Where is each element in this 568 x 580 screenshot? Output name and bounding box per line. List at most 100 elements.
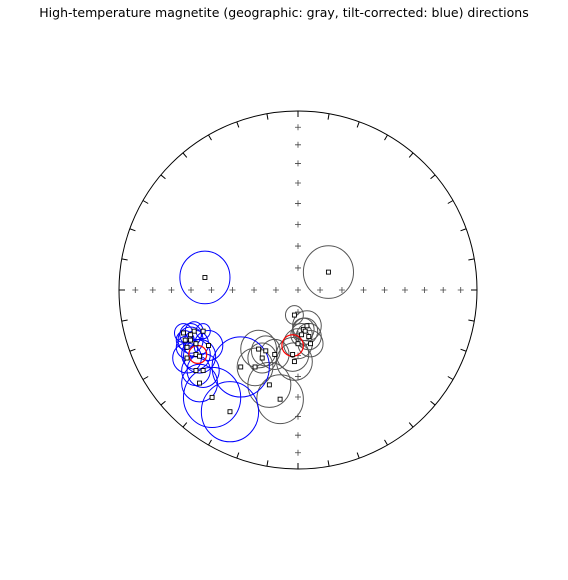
axis-cross [421,287,428,293]
perimeter-tick [182,152,188,158]
perimeter-tick [430,174,436,180]
tilt-corrected-a95-ellipse [182,366,242,428]
perimeter-tick [208,134,212,141]
geographic-direction-point [291,359,297,365]
axis-cross [272,287,279,293]
tilt-corrected-direction-point [182,337,188,343]
geographic-direction-point [291,312,297,318]
tilt-corrected-direction-point [184,355,190,361]
geographic-direction-point [290,351,296,357]
axis-cross [295,393,301,400]
geographic-a95-circle [259,338,290,370]
tilt-corrected-direction-point [238,364,244,370]
axis-cross [149,287,156,293]
tilt-corrected-direction-point [202,275,208,280]
geographic-direction-point [306,334,312,339]
geographic-a95-circle [292,310,322,342]
tilt-corrected-direction-point [200,328,206,334]
tilt-corrected-direction-point [191,328,197,334]
tilt-corrected-direction-point [197,353,203,359]
geographic-a95-circle [302,245,354,299]
axis-cross [208,287,215,293]
perimeter-tick [142,376,149,380]
perimeter-tick [408,152,414,158]
perimeter-tick [121,319,128,322]
tilt-corrected-direction-point [188,332,194,338]
axis-cross [295,373,301,380]
geographic-direction-point [277,396,283,402]
tilt-corrected-direction-point [193,368,199,373]
perimeter-tick [327,113,330,120]
tilt-corrected-direction-point [188,337,194,343]
perimeter-tick [142,200,149,204]
geographic-a95-circle [256,374,304,425]
axis-cross [295,432,301,439]
tilt-corrected-direction-point [227,409,233,415]
axis-cross [188,287,195,293]
axis-cross [317,287,324,293]
perimeter-tick [160,400,166,406]
tilt-corrected-direction-point [184,344,190,350]
geographic-direction-point [263,348,269,354]
axis-cross [295,287,301,293]
chart-title: High-temperature magnetite (geographic: … [39,5,529,20]
axis-cross [295,180,301,187]
perimeter-tick [468,258,475,261]
tilt-corrected-direction-point [197,380,203,386]
axis-cross [295,160,301,167]
geographic-direction-point [272,351,278,357]
axis-cross [229,287,236,293]
perimeter-tick [236,121,240,128]
tilt-corrected-a95-ellipse [179,250,231,305]
geographic-direction-point [308,341,313,347]
perimeter-tick [266,460,269,467]
geographic-direction-point [325,269,331,275]
perimeter-tick [266,113,269,120]
axis-cross [295,264,301,271]
tilt-corrected-direction-point [180,330,186,336]
perimeter-tick [129,228,136,232]
tilt-corrected-direction-point [206,343,211,348]
tilt-corrected-a95-ellipse [200,381,260,443]
perimeter-tick [447,376,454,380]
tilt-corrected-a95-ellipse [186,353,220,388]
tilt-corrected-a95-ellipse [182,338,217,374]
axis-cross [132,287,139,293]
perimeter-tick [384,439,388,446]
axis-cross [295,200,301,207]
axis-cross [168,287,175,293]
perimeter-tick [208,439,212,446]
axis-cross [295,221,301,228]
geographic-direction-point [304,323,310,329]
perimeter-tick [460,348,467,352]
axis-cross [251,287,258,293]
tilt-corrected-a95-ellipse [181,363,218,403]
axis-cross [457,287,464,293]
perimeter-tick [408,422,414,428]
tilt-corrected-direction-point [193,341,199,347]
geographic-a95-circle [236,347,274,387]
axis-cross [295,449,301,456]
perimeter-tick [121,258,128,261]
perimeter-tick [384,134,388,141]
perimeter-tick [236,452,240,459]
perimeter-tick [468,319,475,322]
geographic-direction-point [295,341,301,347]
axis-cross [401,287,408,293]
axis-cross [295,141,301,148]
perimeter-tick [160,174,166,180]
geographic-direction-point [266,382,272,388]
tilt-corrected-direction-point [209,394,215,400]
perimeter-tick [447,200,454,204]
perimeter-tick [182,422,188,428]
perimeter-tick [327,460,330,467]
geographic-direction-point [256,346,262,352]
perimeter-tick [356,452,360,459]
tilt-corrected-a95-ellipse [179,322,202,347]
axis-cross [295,243,301,250]
perimeter-tick [129,348,136,352]
axis-cross [381,287,388,293]
perimeter-tick [356,121,360,128]
geographic-direction-point [299,332,305,338]
